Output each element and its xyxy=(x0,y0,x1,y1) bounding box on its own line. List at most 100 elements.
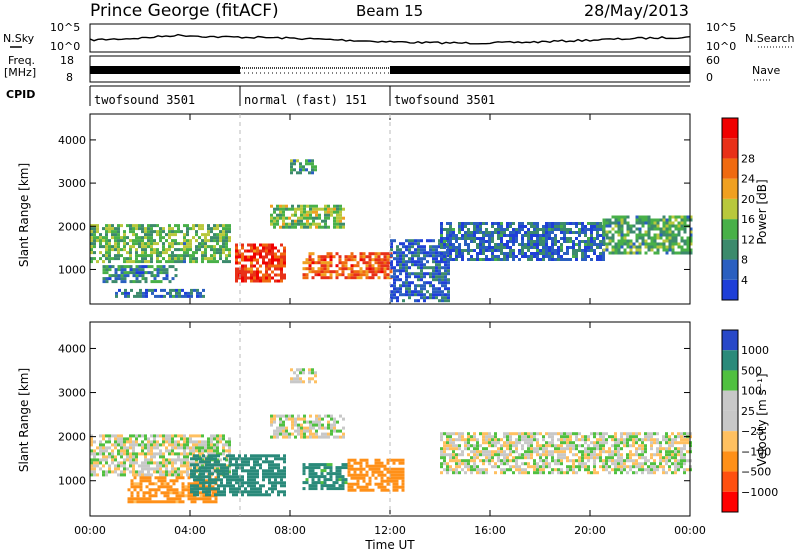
echo-cell xyxy=(196,475,199,479)
echo-cell xyxy=(273,429,276,433)
echo-cell xyxy=(545,459,548,463)
echo-cell xyxy=(449,243,452,246)
echo-cell xyxy=(159,230,162,234)
echo-cell xyxy=(180,248,183,252)
echo-cell xyxy=(196,294,199,298)
echo-cell xyxy=(123,248,126,252)
echo-cell xyxy=(148,497,152,501)
echo-cell xyxy=(280,267,283,271)
echo-cell xyxy=(368,270,372,274)
echo-cell xyxy=(620,251,624,255)
echo-cell xyxy=(268,276,271,280)
echo-cell xyxy=(632,465,635,469)
echo-cell xyxy=(452,447,455,451)
echo-cell xyxy=(623,432,626,436)
echo-cell xyxy=(497,222,500,225)
echo-cell xyxy=(602,444,605,448)
echo-cell xyxy=(647,233,651,237)
echo-cell xyxy=(593,228,596,231)
echo-cell xyxy=(129,245,132,249)
echo-cell xyxy=(527,471,530,475)
echo-cell xyxy=(147,245,150,249)
echo-cell xyxy=(515,462,518,466)
echo-cell xyxy=(417,254,420,258)
echo-cell xyxy=(207,260,210,264)
echo-cell xyxy=(390,290,393,294)
echo-cell xyxy=(130,500,134,504)
echo-cell xyxy=(228,248,231,252)
echo-cell xyxy=(283,475,286,479)
echo-cell xyxy=(518,231,521,234)
echo-cell xyxy=(219,458,222,462)
echo-cell xyxy=(102,227,105,231)
echo-cell xyxy=(250,276,253,280)
echo-cell xyxy=(461,222,464,225)
echo-cell xyxy=(680,438,683,442)
echo-cell xyxy=(208,454,211,458)
echo-cell xyxy=(124,294,127,298)
echo-cell xyxy=(632,224,636,228)
echo-cell xyxy=(452,246,455,249)
echo-cell xyxy=(193,482,197,486)
echo-cell xyxy=(449,249,452,252)
echo-cell xyxy=(668,465,671,469)
echo-cell xyxy=(530,465,533,469)
echo-cell xyxy=(411,239,414,243)
echo-cell xyxy=(256,490,259,494)
echo-cell xyxy=(219,254,222,258)
echo-cell xyxy=(129,461,132,465)
echo-cell xyxy=(386,482,390,486)
echo-cell xyxy=(102,452,105,456)
echo-cell xyxy=(668,239,672,243)
echo-cell xyxy=(395,470,399,474)
echo-cell xyxy=(396,296,399,300)
echo-cell xyxy=(647,438,650,442)
echo-cell xyxy=(458,453,461,457)
echo-cell xyxy=(440,438,443,442)
echo-cell xyxy=(581,456,584,460)
echo-cell xyxy=(509,447,512,451)
echo-cell xyxy=(311,261,315,265)
echo-cell xyxy=(548,225,551,228)
echo-cell xyxy=(395,476,399,480)
echo-cell xyxy=(668,221,672,225)
echo-cell xyxy=(235,279,238,283)
echo-cell xyxy=(408,272,411,276)
echo-cell xyxy=(300,225,303,229)
echo-cell xyxy=(581,240,584,243)
echo-cell xyxy=(141,440,144,444)
echo-cell xyxy=(551,468,554,472)
echo-cell xyxy=(162,248,165,252)
echo-cell xyxy=(129,455,132,459)
echo-cell xyxy=(665,438,668,442)
echo-cell xyxy=(470,438,473,442)
echo-cell xyxy=(311,481,315,485)
echo-cell xyxy=(569,258,572,261)
echo-cell xyxy=(447,263,450,267)
echo-cell xyxy=(644,450,647,454)
echo-cell xyxy=(317,255,321,259)
echo-cell xyxy=(420,260,423,264)
echo-cell xyxy=(632,453,635,457)
date-title: 28/May/2013 xyxy=(584,1,689,20)
echo-cell xyxy=(120,277,124,281)
echo-cell xyxy=(282,435,285,439)
echo-cell xyxy=(527,234,530,237)
echo-cell xyxy=(602,465,605,469)
echo-cell xyxy=(638,465,641,469)
echo-cell xyxy=(141,271,145,275)
echo-cell xyxy=(530,453,533,457)
echo-cell xyxy=(144,452,147,456)
echo-cell xyxy=(205,500,209,504)
echo-cell xyxy=(482,450,485,454)
echo-cell xyxy=(186,464,189,468)
echo-cell xyxy=(503,228,506,231)
echo-cell xyxy=(123,280,127,284)
echo-cell xyxy=(455,252,458,255)
echo-cell xyxy=(347,255,351,259)
echo-cell xyxy=(192,452,195,456)
echo-cell xyxy=(126,440,129,444)
echo-cell xyxy=(671,450,674,454)
echo-cell xyxy=(420,290,423,294)
echo-cell xyxy=(277,493,280,497)
